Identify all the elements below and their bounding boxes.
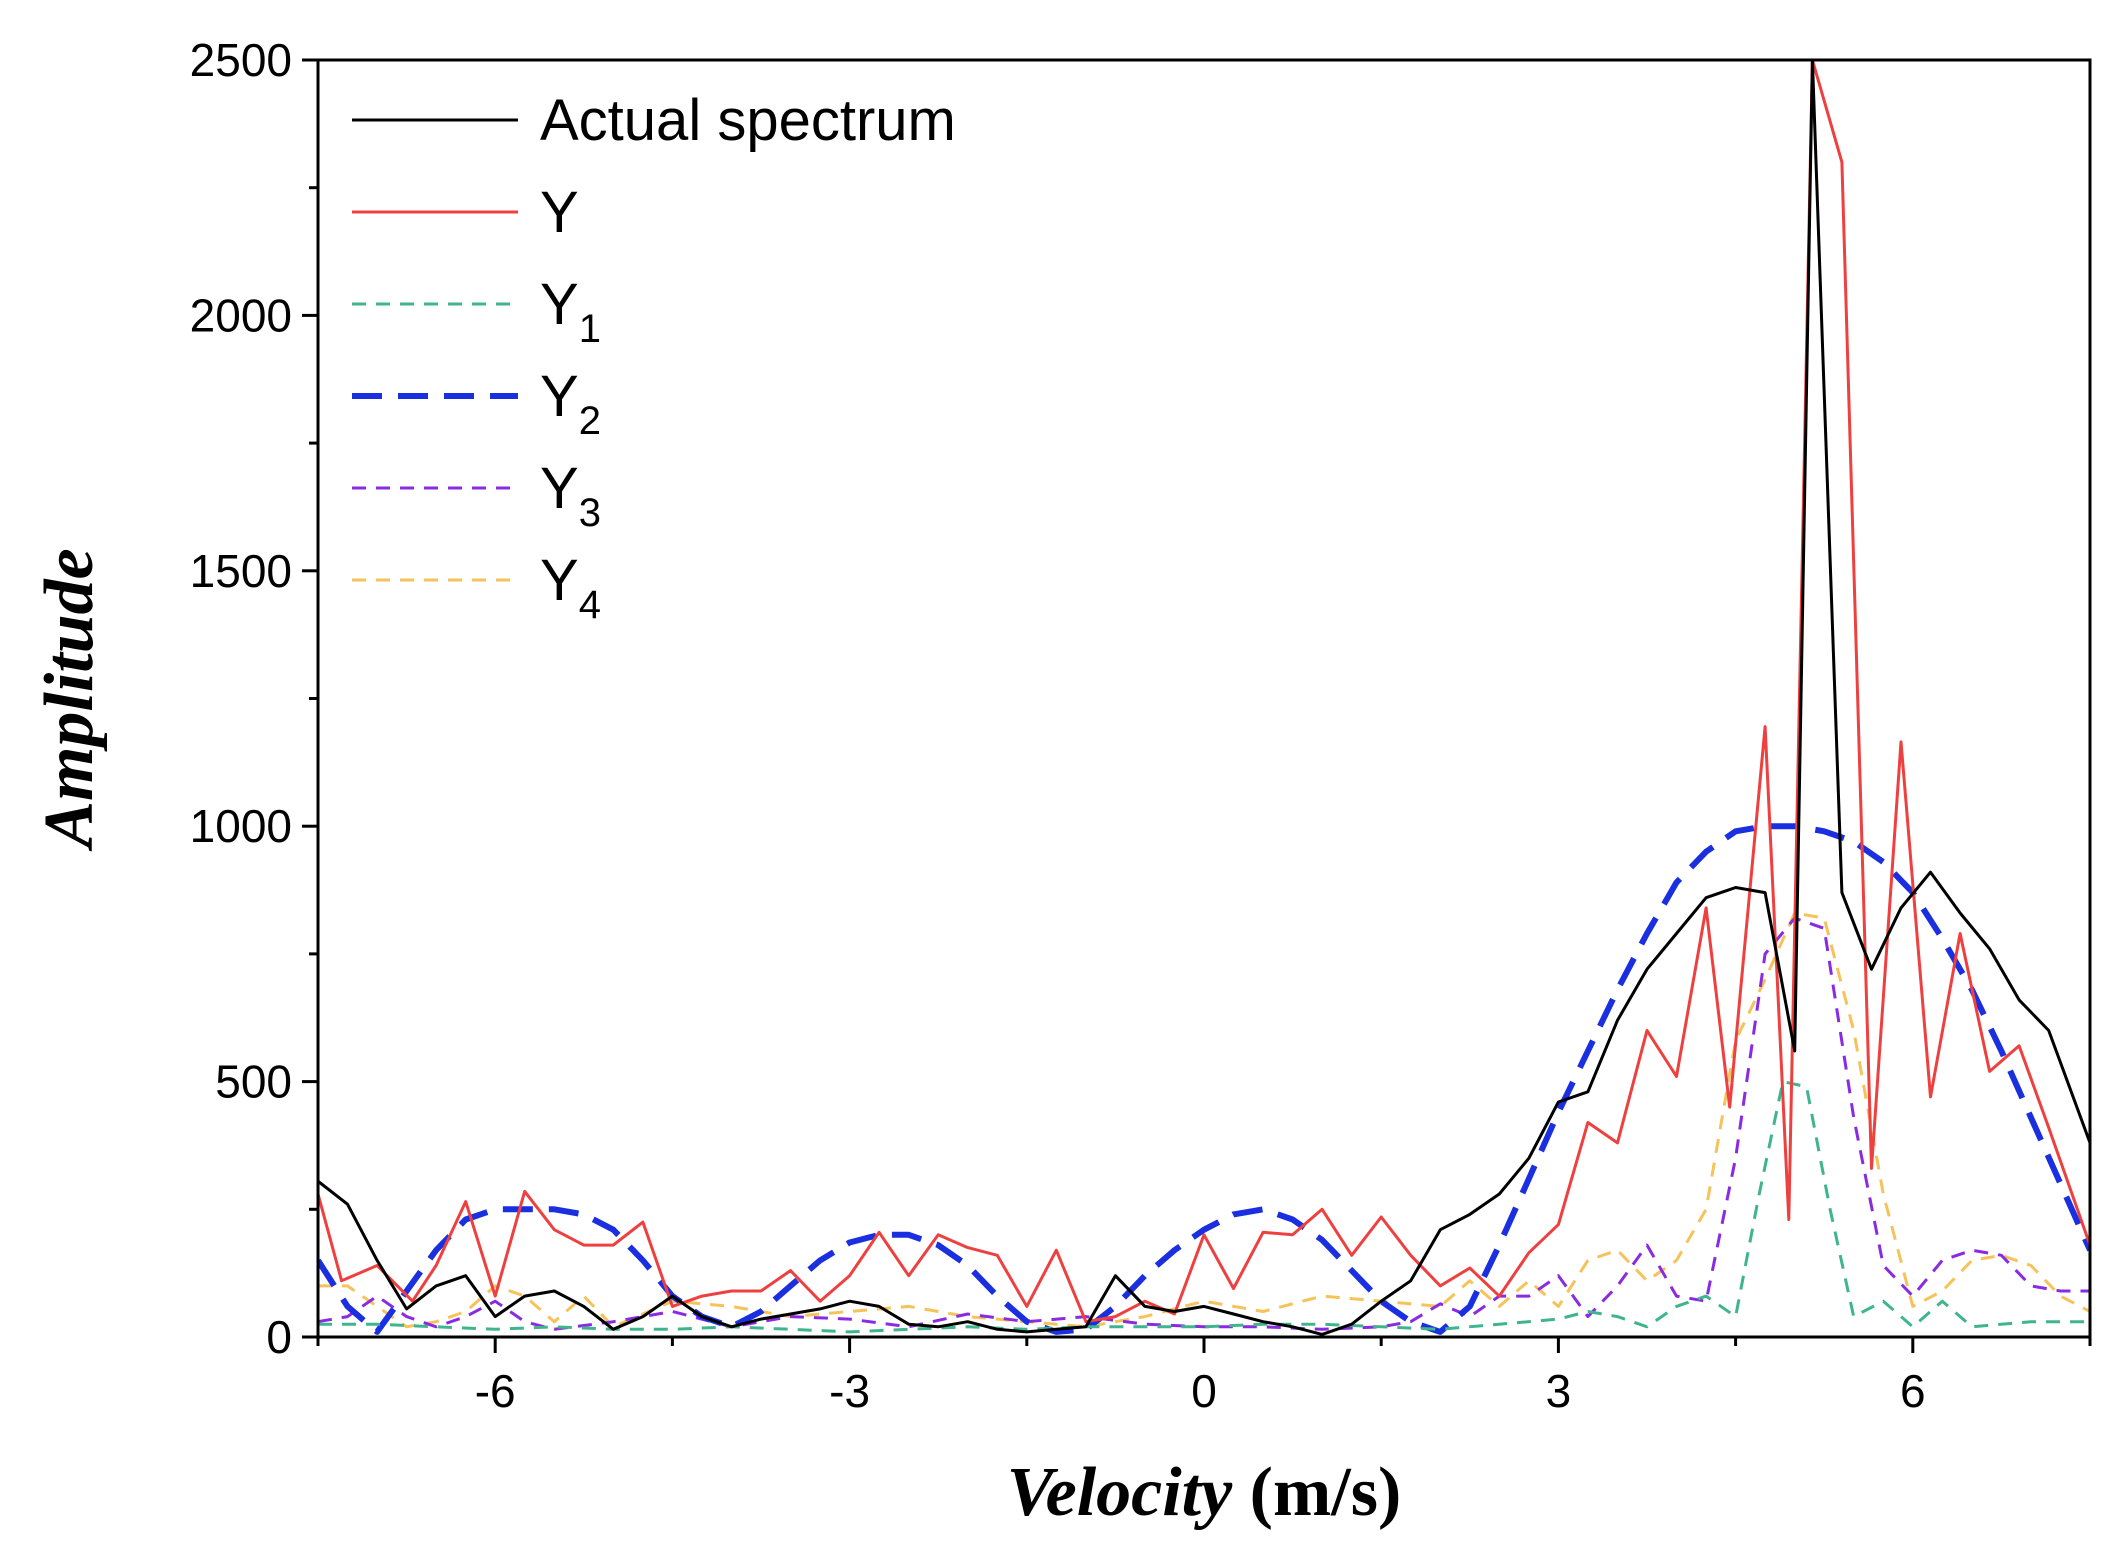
legend-item: Y4: [352, 548, 601, 627]
x-axis-title-unit: (m/s): [1232, 1454, 1401, 1531]
x-axis-title: Velocity (m/s): [1007, 1454, 1402, 1531]
y-tick-label: 1000: [190, 800, 292, 852]
plot-frame: [316, 58, 2092, 1339]
x-tick-label: -6: [475, 1365, 516, 1417]
x-tick-label: 0: [1191, 1365, 1217, 1417]
plot-area: [316, 58, 2092, 1339]
legend-label: Y2: [540, 364, 601, 443]
legend-label: Y1: [540, 272, 601, 351]
legend-label: Y: [540, 180, 579, 245]
legend-item: Actual spectrum: [352, 88, 956, 153]
y-tick-label: 500: [215, 1056, 292, 1108]
series-line-actual-spectrum: [318, 60, 2090, 1336]
legend-item: Y: [352, 180, 579, 245]
y-tick-label: 2500: [190, 34, 292, 86]
legend-label: Actual spectrum: [540, 88, 956, 153]
legend-label: Y4: [540, 548, 601, 627]
x-axis: -6 -3 0 3 6: [316, 1337, 2092, 1417]
y-axis: 0 500 1000 1500 2000 2500: [190, 34, 318, 1363]
y-tick-label: 2000: [190, 289, 292, 341]
legend-item: Y3: [352, 456, 601, 535]
legend: Actual spectrum Y Y1 Y2 Y3 Y4: [352, 88, 956, 627]
x-tick-label: 6: [1900, 1365, 1926, 1417]
series-line-y3: [318, 916, 2090, 1331]
legend-item: Y2: [352, 364, 601, 443]
series-line-y4: [318, 911, 2090, 1329]
y-tick-label: 0: [266, 1311, 292, 1363]
legend-item: Y1: [352, 272, 601, 351]
series-layer: [318, 60, 2090, 1336]
series-line-y: [318, 60, 2090, 1324]
x-tick-label: -3: [829, 1365, 870, 1417]
y-tick-label: 1500: [190, 545, 292, 597]
y-axis-title: Amplitude: [31, 548, 108, 851]
x-axis-title-main: Velocity: [1007, 1454, 1233, 1531]
series-line-y1: [318, 1080, 2090, 1334]
series-line-y2: [318, 823, 2090, 1335]
x-tick-label: 3: [1546, 1365, 1572, 1417]
legend-label: Y3: [540, 456, 601, 535]
